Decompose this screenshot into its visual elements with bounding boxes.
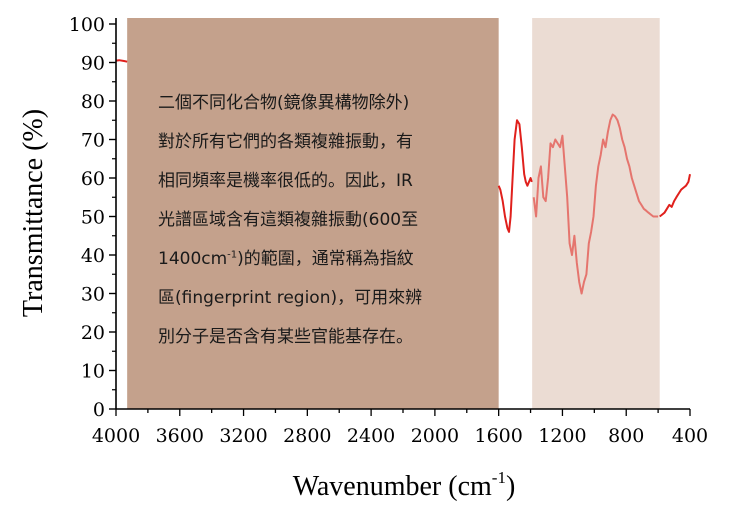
y-tick-label-100: 100 <box>69 14 105 36</box>
series-line-segment-1 <box>115 59 128 63</box>
y-tick-label-70: 70 <box>81 130 105 152</box>
y-tick-label-50: 50 <box>81 207 105 229</box>
highlight-region-1 <box>127 18 499 409</box>
y-tick-label-20: 20 <box>81 322 105 344</box>
y-axis-title: Transmittance (%) <box>18 109 49 317</box>
y-tick-label-10: 10 <box>81 361 105 383</box>
annotation-line-1: 二個不同化合物(鏡像異構物除外) <box>158 93 410 113</box>
annotation-text-box: 二個不同化合物(鏡像異構物除外) 對於所有它們的各類複雜振動，有 相同頻率是機率… <box>158 84 498 357</box>
spectrum-series <box>115 59 691 295</box>
series-line-segment-4 <box>659 173 691 218</box>
annotation-line-5: 1400cm-1)的範圍，通常稱為指紋 <box>158 249 414 269</box>
x-tick-label-2000: 2000 <box>411 425 459 447</box>
highlight-regions <box>127 18 660 409</box>
annotation-line-2: 對於所有它們的各類複雜振動，有 <box>158 132 413 152</box>
annotation-line-3: 相同頻率是機率很低的。因此，IR <box>158 171 413 191</box>
y-tick-label-40: 40 <box>81 245 105 267</box>
y-tick-label-80: 80 <box>81 91 105 113</box>
x-tick-label-800: 800 <box>608 425 644 447</box>
y-tick-label-0: 0 <box>93 399 105 421</box>
annotation-line-7: 別分子是否含有某些官能基存在。 <box>158 327 413 347</box>
series-line-segment-2 <box>497 119 533 233</box>
annotation-line-4: 光譜區域含有這類複雜振動(600至 <box>158 210 419 230</box>
y-tick-label-90: 90 <box>81 53 105 75</box>
x-tick-label-3200: 3200 <box>219 425 267 447</box>
x-axis-title: Wavenumber (cm-1) <box>293 468 516 502</box>
y-tick-label-60: 60 <box>81 168 105 190</box>
x-tick-label-3600: 3600 <box>156 425 204 447</box>
x-tick-label-1600: 1600 <box>474 425 522 447</box>
annotation-line-6: 區(fingerprint region)，可用來辨 <box>158 288 423 308</box>
y-tick-label-30: 30 <box>81 284 105 306</box>
x-tick-label-2800: 2800 <box>283 425 331 447</box>
x-tick-label-2400: 2400 <box>347 425 395 447</box>
highlight-region-2 <box>532 18 660 409</box>
series-line-segment-3 <box>532 113 659 295</box>
x-tick-label-400: 400 <box>672 425 708 447</box>
x-tick-label-1200: 1200 <box>538 425 586 447</box>
ticks: 0 10 20 30 40 50 60 70 80 90 100 4000 3600 3200 2800 24… <box>69 14 708 447</box>
x-tick-label-4000: 4000 <box>92 425 140 447</box>
